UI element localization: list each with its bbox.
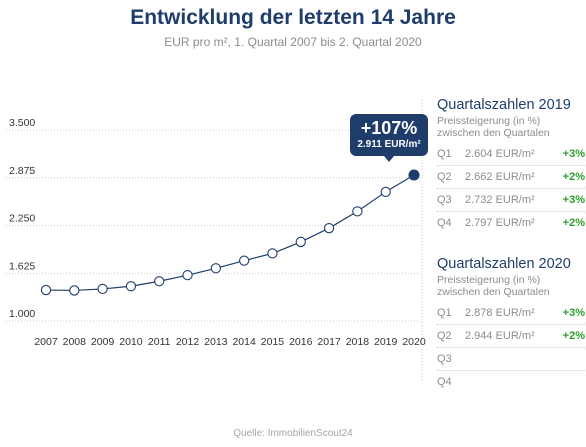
- quarter-name: Q4: [437, 376, 452, 388]
- y-tick-label: 1.625: [9, 260, 35, 272]
- x-tick-label: 2008: [63, 336, 87, 348]
- quarter-row: Q3: [437, 348, 585, 371]
- quarter-panel-subline: zwischen den Quartalen: [437, 127, 550, 139]
- data-point: [182, 270, 193, 281]
- data-point: [267, 248, 278, 259]
- data-point: [239, 255, 250, 266]
- x-tick-label: 2018: [346, 336, 370, 348]
- quarter-change: +2%: [562, 171, 585, 183]
- quarter-name: Q1: [437, 148, 452, 160]
- quarter-panel-heading: Quartalszahlen 2020: [437, 256, 571, 272]
- quarter-panel-2020: Quartalszahlen 2020 Preissteigerung (in …: [437, 256, 585, 393]
- quarter-change: +3%: [562, 148, 585, 160]
- x-tick-label: 2014: [232, 336, 256, 348]
- y-tick-label: 2.250: [9, 213, 35, 225]
- data-point: [323, 223, 335, 234]
- x-tick-label: 2016: [289, 336, 313, 348]
- series-line: [45, 174, 415, 292]
- data-point: [295, 236, 306, 248]
- x-tick-label: 2017: [317, 336, 341, 348]
- x-tick-label: 2007: [34, 336, 58, 348]
- quarter-name: Q3: [437, 194, 452, 206]
- data-point: [154, 276, 165, 287]
- x-tick-label: 2011: [148, 336, 171, 348]
- quarter-change: +2%: [562, 330, 585, 342]
- x-tick-label: 2019: [374, 336, 398, 348]
- quarter-row: Q1 2.878 EUR/m² +3%: [437, 302, 585, 325]
- x-tick-label: 2012: [176, 336, 200, 348]
- quarter-value: 2.878 EUR/m²: [465, 307, 535, 319]
- page-subtitle: EUR pro m², 1. Quartal 2007 bis 2. Quart…: [164, 35, 422, 49]
- quarter-panel-subline: zwischen den Quartalen: [437, 286, 550, 298]
- quarter-value: 2.797 EUR/m²: [465, 217, 535, 229]
- data-point: [380, 186, 391, 198]
- y-tick-label: 1.000: [9, 308, 35, 320]
- source-note: Quelle: ImmobilienScout24: [233, 428, 353, 439]
- quarter-value: 2.944 EUR/m²: [465, 330, 535, 342]
- quarter-panel-2019: Quartalszahlen 2019 Preissteigerung (in …: [437, 97, 585, 234]
- quarter-row: Q2 2.662 EUR/m² +2%: [437, 166, 585, 189]
- quarter-table: Q1 2.878 EUR/m² +3% Q2 2.944 EUR/m² +2% …: [437, 302, 585, 393]
- x-tick-label: 2009: [91, 336, 115, 348]
- data-point: [352, 206, 363, 217]
- quarter-value: 2.604 EUR/m²: [465, 148, 535, 160]
- quarter-panel-heading: Quartalszahlen 2019: [437, 97, 571, 113]
- y-tick-label: 3.500: [9, 117, 35, 129]
- quarter-name: Q4: [437, 217, 452, 229]
- quarter-table: Q1 2.604 EUR/m² +3% Q2 2.662 EUR/m² +2% …: [437, 143, 585, 234]
- data-point: [97, 283, 108, 295]
- quarter-panel-subline: Preissteigerung (in %): [437, 274, 541, 286]
- quarter-row: Q3 2.732 EUR/m² +3%: [437, 189, 585, 212]
- highlight-point: [408, 169, 420, 181]
- latest-price: 2.911 EUR/m²: [357, 139, 421, 150]
- x-tick-label: 2020: [402, 336, 426, 348]
- quarter-change: +3%: [562, 307, 585, 319]
- quarter-value: 2.662 EUR/m²: [465, 171, 535, 183]
- quarter-row: Q4: [437, 371, 585, 393]
- data-point: [210, 263, 221, 274]
- data-point: [125, 281, 137, 292]
- x-tick-label: 2015: [261, 336, 285, 348]
- quarter-name: Q1: [437, 307, 452, 319]
- callout-pointer: [384, 156, 394, 162]
- quarter-name: Q2: [437, 171, 452, 183]
- quarter-value: 2.732 EUR/m²: [465, 194, 535, 206]
- x-tick-label: 2010: [119, 336, 143, 348]
- quarter-name: Q2: [437, 330, 452, 342]
- x-tick-label: 2013: [204, 336, 228, 348]
- data-point: [69, 285, 80, 296]
- quarter-panel-subline: Preissteigerung (in %): [437, 115, 541, 127]
- quarter-row: Q4 2.797 EUR/m² +2%: [437, 212, 585, 234]
- page-title: Entwicklung der letzten 14 Jahre: [130, 6, 456, 29]
- quarter-name: Q3: [437, 353, 452, 365]
- quarter-row: Q1 2.604 EUR/m² +3%: [437, 143, 585, 166]
- quarter-change: +3%: [562, 194, 585, 206]
- quarter-row: Q2 2.944 EUR/m² +2%: [437, 325, 585, 348]
- growth-percent: +107%: [360, 118, 418, 138]
- data-point: [40, 284, 52, 296]
- quarter-change: +2%: [562, 217, 585, 229]
- growth-callout: +107% 2.911 EUR/m²: [350, 114, 428, 162]
- y-tick-label: 2.875: [9, 165, 35, 177]
